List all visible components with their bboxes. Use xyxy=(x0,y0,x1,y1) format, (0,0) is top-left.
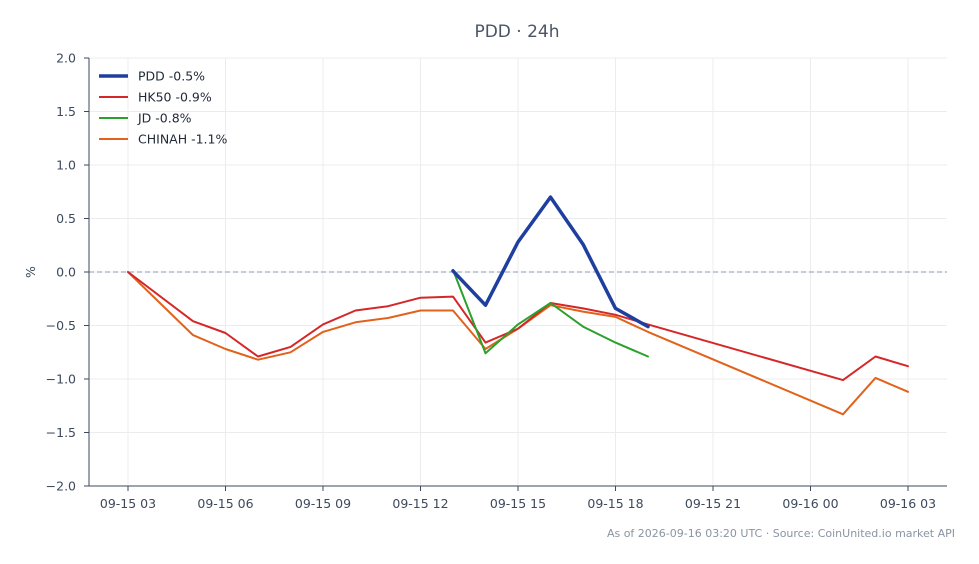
series-line-pdd xyxy=(451,195,650,329)
legend: PDD -0.5% HK50 -0.9% JD -0.8% CHINAH -1.1% xyxy=(99,69,227,147)
y-tick-label: −1.0 xyxy=(46,372,76,387)
chart-title: PDD · 24h xyxy=(474,22,559,42)
x-tick-label: 09-15 09 xyxy=(295,496,351,511)
x-axis-ticks: 09-15 03 09-15 06 09-15 09 09-15 12 09-15 15… xyxy=(100,486,936,511)
x-tick-label: 09-16 03 xyxy=(880,496,936,511)
x-tick-label: 09-15 18 xyxy=(587,496,643,511)
y-tick-label: −1.5 xyxy=(46,425,76,440)
series-line-hk50 xyxy=(127,271,909,382)
y-tick-label: −0.5 xyxy=(46,318,76,333)
y-tick-label: 1.0 xyxy=(56,158,76,173)
series-line-jd xyxy=(452,268,649,358)
y-axis-ticks: −2.0 −1.5 −1.0 −0.5 0.0 0.5 1.0 1.5 2.0 xyxy=(46,51,89,494)
y-tick-label: 2.0 xyxy=(56,51,76,66)
x-tick-label: 09-15 21 xyxy=(685,496,741,511)
legend-label: HK50 -0.9% xyxy=(138,90,212,105)
y-tick-label: 1.5 xyxy=(56,104,76,119)
x-tick-label: 09-15 12 xyxy=(392,496,448,511)
series-line-chinah xyxy=(127,271,909,416)
x-tick-label: 09-15 15 xyxy=(490,496,546,511)
y-tick-label: −2.0 xyxy=(46,479,76,494)
y-tick-label: 0.5 xyxy=(56,211,76,226)
x-tick-label: 09-15 03 xyxy=(100,496,156,511)
y-tick-label: 0.0 xyxy=(56,265,76,280)
source-footer: As of 2026-09-16 03:20 UTC · Source: Coi… xyxy=(607,527,955,540)
x-tick-label: 09-16 00 xyxy=(782,496,838,511)
series-lines xyxy=(127,195,909,416)
x-tick-label: 09-15 06 xyxy=(197,496,253,511)
legend-label: PDD -0.5% xyxy=(138,69,205,84)
y-axis-label: % xyxy=(23,266,38,278)
legend-label: JD -0.8% xyxy=(137,111,192,126)
legend-label: CHINAH -1.1% xyxy=(138,132,227,147)
